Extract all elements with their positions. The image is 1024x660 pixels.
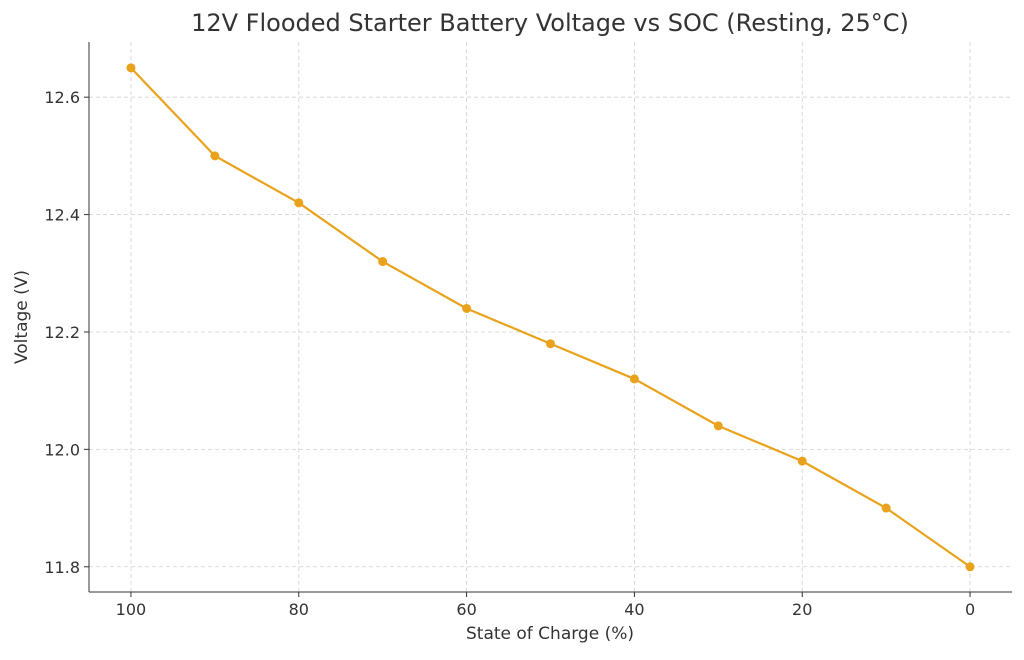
x-tick-label: 20 [792,600,812,619]
y-tick-label: 12.2 [44,323,80,342]
data-point [965,562,975,572]
y-axis-label: Voltage (V) [12,270,32,364]
x-tick-label: 100 [116,600,147,619]
y-tick-label: 12.0 [44,440,80,459]
series [126,63,975,572]
ticks: 100 80 60 40 20 0 11.8 12.0 12.2 12.4 12.6 [44,88,975,619]
y-tick-label: 11.8 [44,558,80,577]
data-point [546,339,555,349]
x-tick-label: 0 [965,600,975,619]
data-point [210,151,220,161]
x-tick-label: 60 [456,600,476,619]
data-point [126,63,136,73]
chart-title: 12V Flooded Starter Battery Voltage vs S… [191,9,909,37]
data-point [881,503,891,513]
y-tick-label: 12.4 [44,206,80,225]
data-point [378,257,388,267]
data-point [713,421,723,431]
data-point [294,198,304,208]
x-axis-label: State of Charge (%) [466,624,634,644]
grid [89,42,1012,592]
data-point [462,303,472,313]
axes [88,42,1012,593]
y-tick-label: 12.6 [44,88,80,107]
data-point [629,374,639,384]
data-point [797,456,807,466]
x-tick-label: 40 [624,600,644,619]
series-line [130,67,971,568]
x-tick-label: 80 [289,600,309,619]
